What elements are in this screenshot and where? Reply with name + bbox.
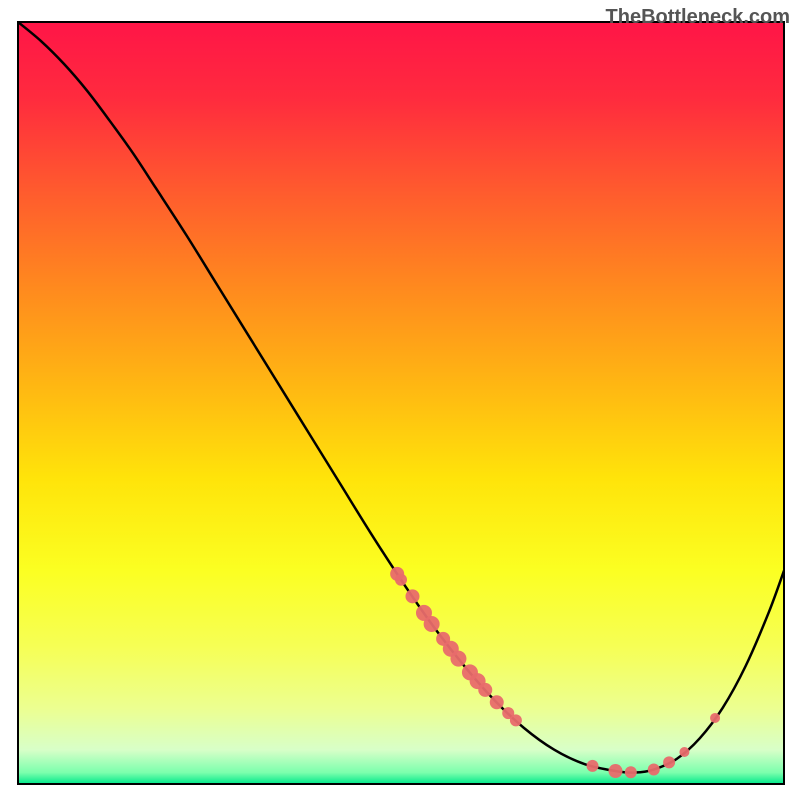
watermark-text: TheBottleneck.com bbox=[606, 6, 790, 29]
chart-container bbox=[0, 0, 800, 800]
chart-svg bbox=[0, 0, 800, 800]
